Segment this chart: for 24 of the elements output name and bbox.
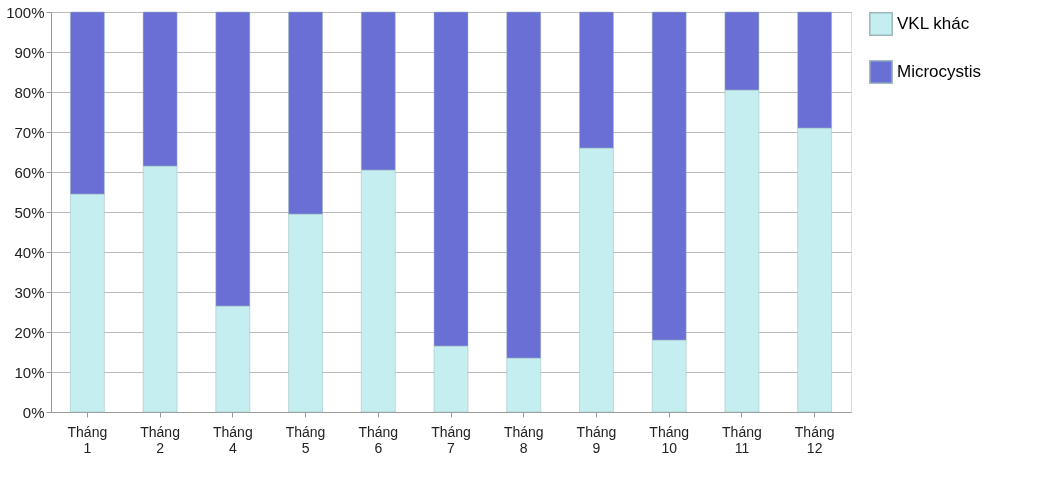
x-tick-label: Tháng 4	[212, 423, 253, 456]
y-tick-label: 10%	[14, 363, 45, 381]
x-tick-label: Tháng 6	[358, 423, 399, 456]
x-tick-label: Tháng 8	[503, 423, 544, 456]
x-tick-label: Tháng 12	[794, 423, 835, 456]
y-tick-label: 30%	[14, 283, 45, 301]
x-tick-label: Tháng 11	[722, 423, 762, 456]
y-tick-label: 60%	[14, 163, 45, 181]
x-tick-label: Tháng 9	[576, 423, 617, 456]
x-tick-label: Tháng 2	[140, 423, 180, 456]
x-tick-label: Tháng 10	[649, 423, 690, 456]
y-tick-label: 90%	[14, 43, 45, 61]
x-tick-label: Tháng 7	[431, 423, 471, 456]
x-tick-label: Tháng 5	[285, 423, 326, 456]
legend-label: VKL khác	[897, 14, 970, 33]
legend-label: Microcystis	[897, 62, 982, 81]
y-tick-label: 40%	[14, 243, 45, 261]
y-tick-label: 0%	[22, 403, 45, 421]
y-tick-label: 20%	[14, 323, 45, 341]
y-tick-label: 100%	[6, 3, 45, 21]
x-tick-label: Tháng 1	[67, 423, 108, 456]
y-tick-label: 70%	[14, 123, 45, 141]
y-tick-label: 80%	[14, 83, 45, 101]
y-tick-label: 50%	[14, 203, 45, 221]
